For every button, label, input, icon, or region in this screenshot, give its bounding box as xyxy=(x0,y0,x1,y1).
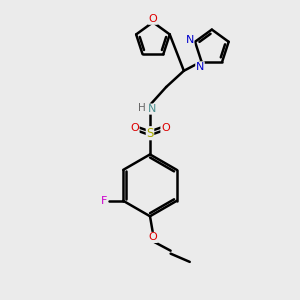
Text: H: H xyxy=(138,103,146,112)
Text: N: N xyxy=(148,104,156,114)
Text: N: N xyxy=(196,62,204,72)
Text: O: O xyxy=(130,123,139,133)
Text: F: F xyxy=(101,196,107,206)
Text: N: N xyxy=(185,35,194,45)
Text: S: S xyxy=(146,127,154,140)
Text: O: O xyxy=(148,14,157,24)
Text: O: O xyxy=(161,123,170,133)
Text: O: O xyxy=(148,232,157,242)
